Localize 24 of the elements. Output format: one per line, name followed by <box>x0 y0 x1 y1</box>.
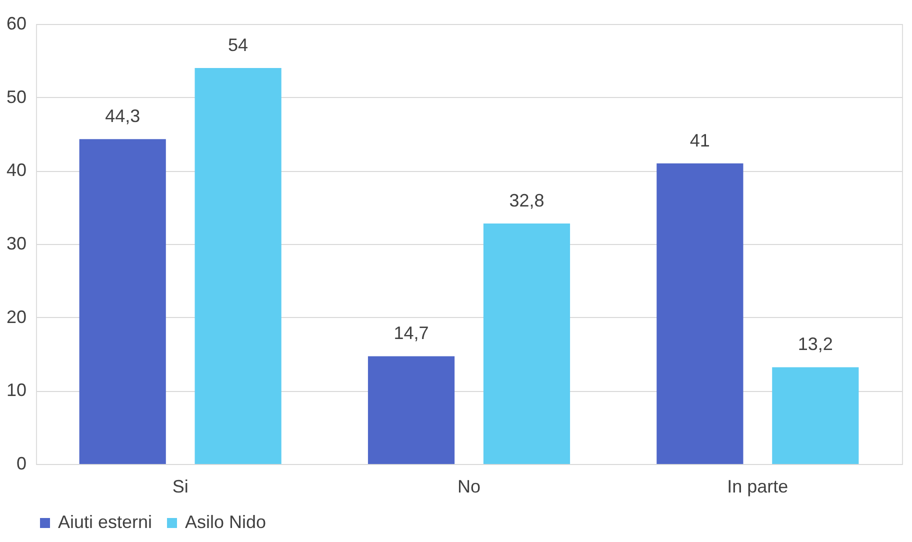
bar <box>656 163 744 464</box>
x-tick-label: Si <box>172 476 188 496</box>
data-label: 13,2 <box>798 334 833 354</box>
x-tick-label: No <box>457 476 481 496</box>
y-tick-label: 60 <box>6 14 26 34</box>
y-tick-label: 30 <box>6 234 26 254</box>
legend-label: Aiuti esterni <box>58 512 152 532</box>
bar <box>483 223 570 464</box>
y-tick-label: 40 <box>6 160 26 180</box>
bar <box>194 68 282 464</box>
y-tick-label: 10 <box>6 380 26 400</box>
y-tick-label: 0 <box>16 454 26 474</box>
data-label: 41 <box>690 130 710 150</box>
data-label: 14,7 <box>394 323 429 344</box>
x-tick-label: In parte <box>727 476 788 496</box>
y-tick-label: 50 <box>6 86 26 107</box>
legend-label: Asilo Nido <box>185 512 266 532</box>
bar <box>772 367 859 464</box>
data-label: 32,8 <box>509 190 544 210</box>
y-tick-label: 20 <box>6 306 26 327</box>
data-label: 54 <box>228 35 248 55</box>
bar <box>79 139 166 464</box>
data-label: 44,3 <box>105 106 140 126</box>
bar <box>368 356 455 464</box>
